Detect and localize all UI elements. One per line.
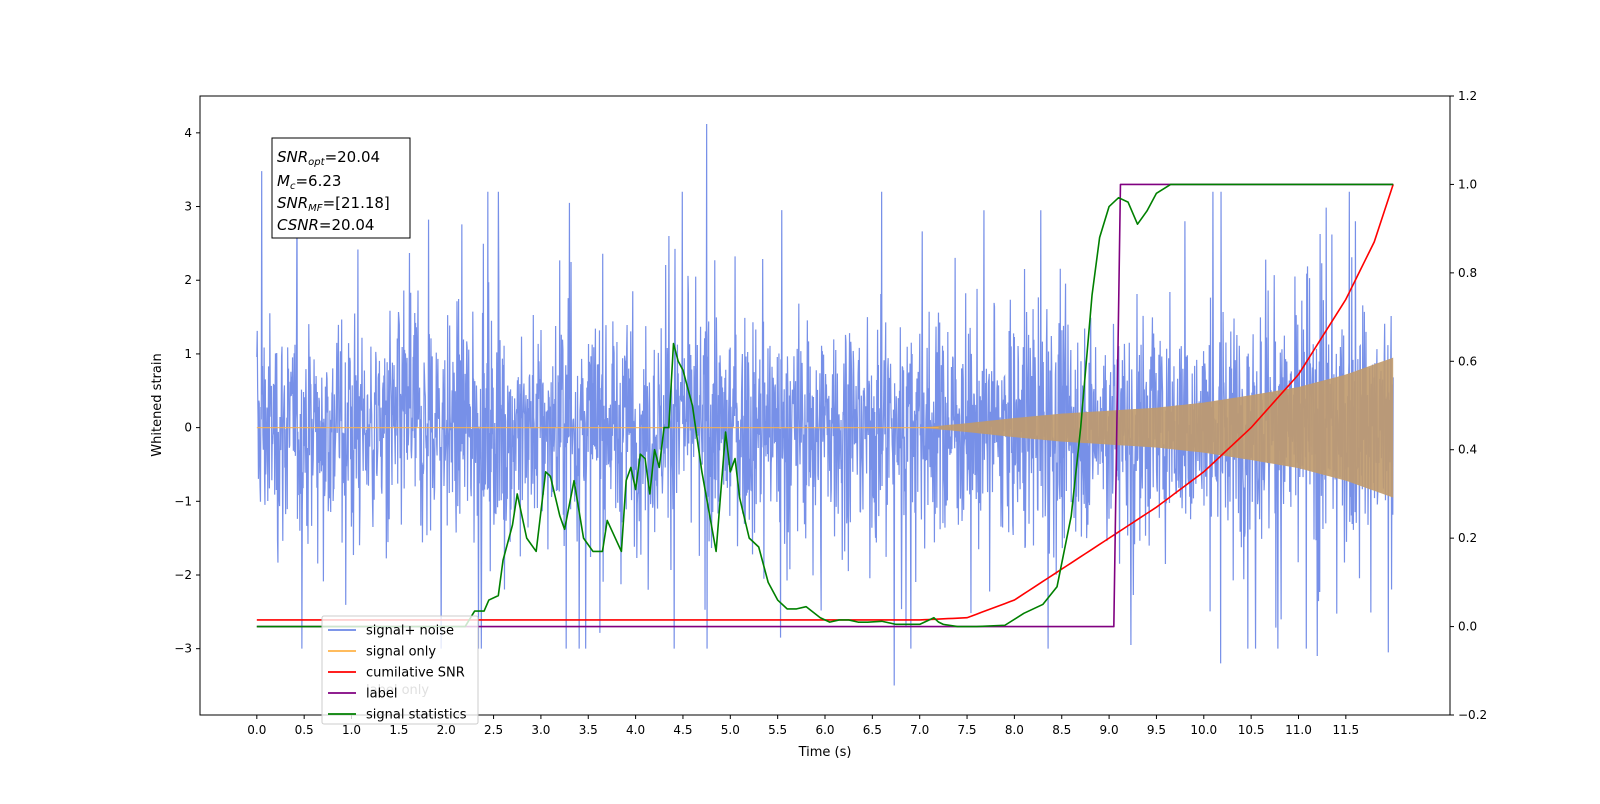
x-tick-label: 5.0 xyxy=(721,723,740,737)
legend: label only signal+ noise signal only cumila… xyxy=(321,615,479,725)
y-right-tick-label: 0.0 xyxy=(1458,620,1477,634)
y-right-tick-label: 0.4 xyxy=(1458,443,1477,457)
annotation-value: =20.04 xyxy=(325,148,381,166)
annotation-symbol: CSNR xyxy=(277,216,319,234)
x-tick-label: 7.5 xyxy=(957,723,976,737)
y-right-tick-label: 1.2 xyxy=(1458,89,1477,103)
x-tick-label: 4.0 xyxy=(626,723,645,737)
y-tick-label: 4 xyxy=(184,126,192,140)
series-signal-statistics xyxy=(256,183,1394,628)
legend-item-label: signal statistics xyxy=(366,708,467,723)
x-tick-label: 2.5 xyxy=(484,723,503,737)
x-tick-label: 8.5 xyxy=(1052,723,1071,737)
x-tick-label: 5.5 xyxy=(768,723,787,737)
annotation-value: =6.23 xyxy=(295,172,341,190)
annotation-subscript: c xyxy=(290,181,296,192)
annotation-subscript: opt xyxy=(308,157,325,168)
annotation-frame xyxy=(271,137,411,239)
y-tick-label: −2 xyxy=(174,568,192,582)
x-axis-label: Time (s) xyxy=(798,745,852,760)
legend-item-label: signal+ noise xyxy=(366,624,454,639)
annotation-symbol: M xyxy=(277,172,290,190)
x-tick-label: 9.0 xyxy=(1100,723,1119,737)
y-tick-label: 1 xyxy=(184,347,192,361)
annotation-line: CSNR=20.04 xyxy=(277,216,374,234)
x-tick-label: 0.0 xyxy=(247,723,266,737)
y-right-tick-label: 1.0 xyxy=(1458,177,1477,191)
x-tick-label: 8.0 xyxy=(1005,723,1024,737)
x-tick-label: 10.5 xyxy=(1238,723,1265,737)
x-tick-label: 2.0 xyxy=(437,723,456,737)
annotation-subscript: MF xyxy=(308,203,323,214)
series-signal-only-envelope xyxy=(256,357,1394,498)
annotation-line: Mc=6.23 xyxy=(277,172,341,192)
x-tick-label: 10.0 xyxy=(1190,723,1217,737)
x-tick-label: 1.0 xyxy=(342,723,361,737)
annotation-symbol: SNR xyxy=(277,148,308,166)
y-axis-label: Whitened strain xyxy=(150,353,165,456)
y-tick-label: 3 xyxy=(184,200,192,214)
legend-item-label: label xyxy=(366,687,397,702)
legend-ghost-text: label only xyxy=(366,683,429,698)
y-tick-label: −1 xyxy=(174,494,192,508)
x-tick-label: 3.5 xyxy=(579,723,598,737)
x-tick-label: 6.5 xyxy=(863,723,882,737)
legend-item-label: cumilative SNR xyxy=(366,666,465,681)
x-tick-label: 3.0 xyxy=(531,723,550,737)
y-tick-label: −3 xyxy=(174,642,192,656)
x-tick-label: 9.5 xyxy=(1147,723,1166,737)
x-tick-label: 6.0 xyxy=(815,723,834,737)
y-tick-label: 2 xyxy=(184,273,192,287)
y-tick-label: 0 xyxy=(184,421,192,435)
annotation-symbol: SNR xyxy=(277,194,308,212)
annotation-line: SNRopt=20.04 xyxy=(277,148,380,168)
x-tick-label: 11.0 xyxy=(1285,723,1312,737)
y-right-tick-label: 0.8 xyxy=(1458,266,1477,280)
annotation-value: =[21.18] xyxy=(323,194,390,212)
x-tick-label: 11.5 xyxy=(1332,723,1359,737)
legend-item-label: signal only xyxy=(366,645,436,660)
series-layer xyxy=(256,123,1394,686)
x-tick-label: 0.5 xyxy=(295,723,314,737)
axes-layer: 0.0 0.5 1.0 1.5 2.0 2.5 3.0 3.5 4.0 4.5 5.0 5.5 6.0 6… xyxy=(174,89,1487,737)
y-right-tick-label: 0.6 xyxy=(1458,354,1477,368)
y-right-tick-label: 0.2 xyxy=(1458,531,1477,545)
y-right-tick-label: −0.2 xyxy=(1458,708,1487,722)
legend-frame xyxy=(321,615,479,725)
annotation-box: SNRopt=20.04Mc=6.23SNRMF=[21.18]CSNR=20.… xyxy=(271,137,411,239)
annotation-value: =20.04 xyxy=(319,216,375,234)
annotation-line: SNRMF=[21.18] xyxy=(277,194,390,214)
x-tick-label: 1.5 xyxy=(389,723,408,737)
x-tick-label: 4.5 xyxy=(673,723,692,737)
x-tick-label: 7.0 xyxy=(910,723,929,737)
